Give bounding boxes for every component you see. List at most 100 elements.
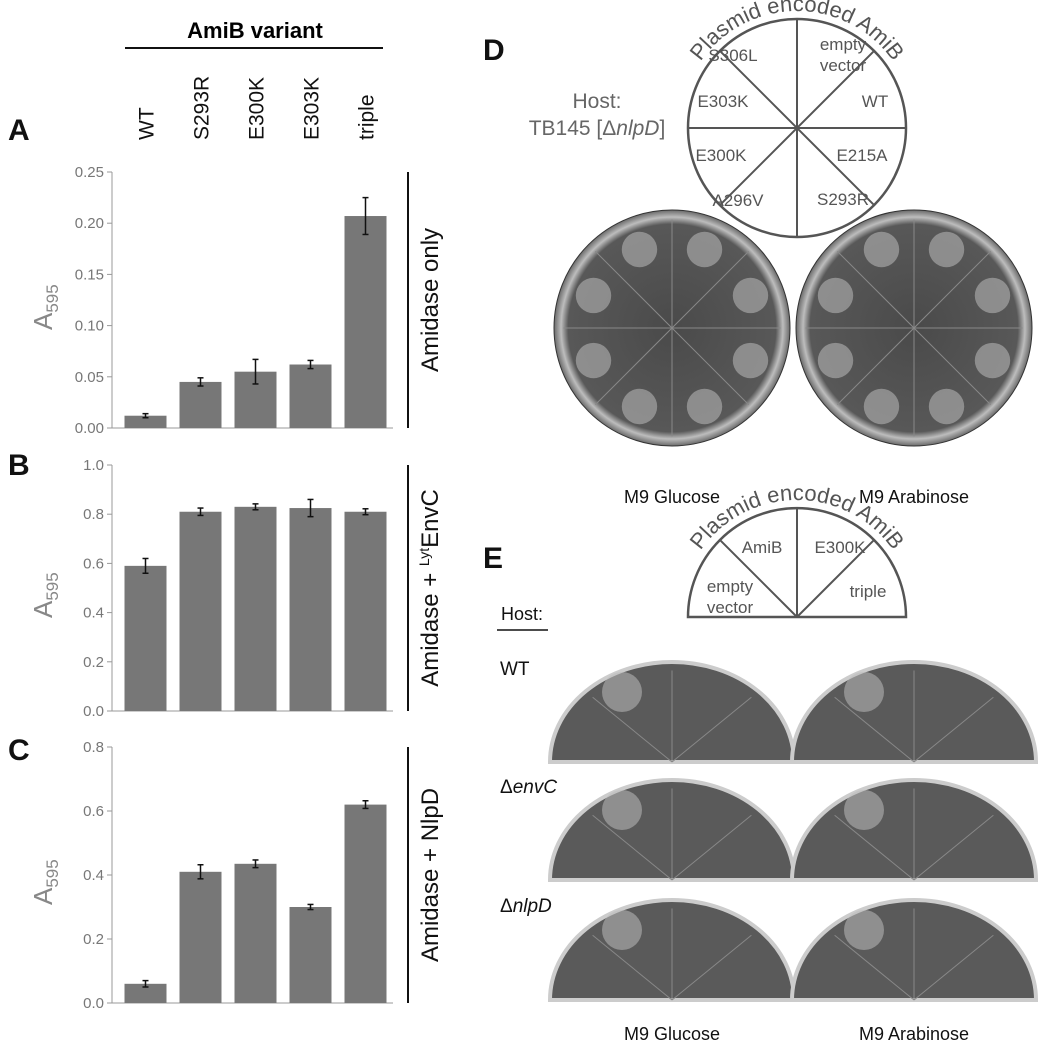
colony-patch	[621, 231, 658, 268]
sector-divider	[719, 539, 798, 618]
y-axis-label-main: A	[28, 600, 58, 618]
y-tick-label: 0.6	[83, 803, 104, 820]
y-axis-label: A595	[28, 572, 62, 618]
host-strain-name: TB145 [	[529, 117, 603, 140]
y-tick-label: 0.10	[75, 318, 104, 335]
colony-patch	[621, 388, 658, 425]
colony-patch	[844, 672, 884, 712]
host-label: Host:	[501, 604, 543, 624]
sector-label: empty	[707, 577, 754, 596]
side-label-text: Amidase + NlpD	[417, 788, 444, 962]
media-label: M9 Glucose	[624, 487, 720, 507]
colony-patch	[732, 342, 769, 379]
colony-patch	[844, 910, 884, 950]
colony-patch	[863, 231, 900, 268]
sector-label: E300K	[695, 146, 747, 165]
y-tick-label: 1.0	[83, 457, 104, 474]
host-label: Host:	[572, 90, 621, 113]
y-tick-label: 0.20	[75, 215, 104, 232]
plate-divider	[834, 696, 915, 763]
host-name: ΔnlpD	[500, 896, 552, 917]
x-category-label: E300K	[246, 77, 269, 140]
panel-letter: D	[483, 34, 505, 67]
y-tick-label: 0.4	[83, 605, 104, 622]
host-strain-end: ]	[659, 117, 665, 140]
sector-label: empty	[820, 35, 867, 54]
host-name: ΔenvC	[500, 777, 557, 798]
plasmid-map	[686, 506, 908, 619]
colony-patch	[928, 388, 965, 425]
host-name: WT	[500, 659, 530, 680]
plate-divider	[913, 696, 994, 763]
colony-patch	[974, 277, 1011, 314]
y-tick-label: 0.8	[83, 739, 104, 756]
y-axis-label-sub: 595	[43, 572, 62, 600]
plate-divider	[592, 934, 673, 1001]
y-axis-label-sub: 595	[43, 284, 62, 312]
plate-divider	[671, 814, 752, 881]
bar	[124, 565, 167, 711]
media-label: M9 Arabinose	[859, 1024, 969, 1044]
header-title: AmiB variant	[187, 18, 323, 43]
bar	[179, 871, 222, 1003]
plate-divider	[834, 934, 915, 1001]
side-label-text: Amidase only	[417, 228, 444, 372]
colony-patch	[686, 388, 723, 425]
colony-patch	[602, 910, 642, 950]
side-label-text: Amidase +	[417, 566, 444, 687]
sector-label: vector	[707, 598, 754, 617]
colony-patch	[686, 231, 723, 268]
bar	[344, 216, 387, 428]
y-tick-label: 0.00	[75, 420, 104, 437]
bar	[124, 983, 167, 1003]
host-strain: TB145 [ΔnlpD]	[529, 117, 666, 140]
side-label-sup: Lyt	[416, 548, 432, 566]
sector-label: E303K	[697, 92, 749, 111]
bar	[344, 511, 387, 711]
plate-divider	[836, 250, 992, 406]
side-label-end: EnvC	[417, 489, 444, 548]
sector-label: S293R	[817, 190, 869, 209]
colony-patch	[602, 790, 642, 830]
colony-patch	[928, 231, 965, 268]
bar	[289, 508, 332, 711]
sector-label: AmiB	[742, 538, 783, 557]
plate-divider	[913, 814, 994, 881]
plate-divider	[592, 814, 673, 881]
y-tick-label: 0.8	[83, 506, 104, 523]
host-name-text: WT	[500, 659, 530, 680]
colony-patch	[575, 277, 612, 314]
colony-patch	[974, 342, 1011, 379]
sector-label: E300K	[814, 538, 866, 557]
y-tick-label: 0.0	[83, 703, 104, 720]
y-tick-label: 0.2	[83, 931, 104, 948]
host-symbol: Δ	[602, 117, 616, 140]
bar	[179, 381, 222, 428]
panel-letter: A	[8, 114, 30, 147]
y-axis-label-sub: 595	[43, 859, 62, 887]
y-tick-label: 0.05	[75, 369, 104, 386]
bar	[344, 804, 387, 1003]
x-category-label: S293R	[191, 76, 214, 140]
host-gene: nlpD	[616, 117, 659, 140]
media-label: M9 Glucose	[624, 1024, 720, 1044]
colony-patch	[844, 790, 884, 830]
y-tick-label: 0.25	[75, 164, 104, 181]
plate-divider	[594, 250, 750, 406]
side-label: Amidase + NlpD	[417, 788, 444, 962]
plate-divider	[592, 696, 673, 763]
sector-label: triple	[850, 582, 887, 601]
panel-letter: E	[483, 542, 503, 575]
colony-patch	[817, 277, 854, 314]
sector-divider	[719, 50, 875, 206]
y-axis-label-main: A	[28, 887, 58, 905]
plate-divider	[913, 934, 994, 1001]
y-axis-label: A595	[28, 859, 62, 905]
colony-patch	[575, 342, 612, 379]
plate-divider	[834, 814, 915, 881]
panel-letter: C	[8, 734, 30, 767]
host-symbol: Δ	[500, 777, 513, 798]
panel-letter: B	[8, 449, 30, 482]
x-category-label: triple	[356, 94, 379, 140]
